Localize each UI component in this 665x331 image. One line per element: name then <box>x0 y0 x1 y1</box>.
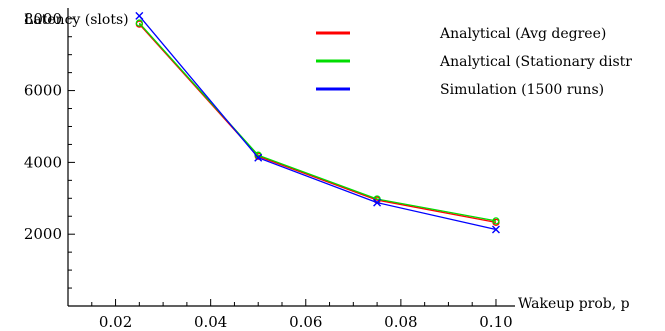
legend: Analytical (Avg degree) Analytical (Stat… <box>316 26 632 98</box>
series-line-0 <box>138 23 497 223</box>
x-tick-label: 0.02 <box>99 313 132 331</box>
legend-label-simulation: Simulation (1500 runs) <box>440 82 604 98</box>
y-axis-title: Latency (slots) <box>24 12 129 28</box>
series-line-2 <box>138 15 497 231</box>
y-ticks: 2000 4000 6000 8000 <box>24 10 75 289</box>
y-tick-label: 4000 <box>24 153 62 171</box>
data-point-x-marker <box>373 198 382 207</box>
data-point-circle-marker <box>135 19 143 27</box>
x-axis-title: Wakeup prob, p <box>518 296 630 312</box>
y-tick-label: 6000 <box>24 82 62 100</box>
y-tick-label: 8000 <box>24 10 62 28</box>
x-tick-label: 0.06 <box>289 313 322 331</box>
y-tick-label: 2000 <box>24 225 62 243</box>
legend-label-avg-degree: Analytical (Avg degree) <box>439 26 606 42</box>
legend-label-stationary-distr: Analytical (Stationary distr <box>439 54 632 70</box>
x-ticks: 0.02 0.04 0.06 0.08 0.10 <box>67 299 513 331</box>
series-line-1 <box>138 22 497 222</box>
data-point-x-marker <box>254 153 263 162</box>
x-tick-label: 0.08 <box>384 313 417 331</box>
data-point-x-marker <box>491 225 500 234</box>
series-group <box>135 11 500 234</box>
axes <box>67 8 515 307</box>
x-tick-label: 0.10 <box>479 313 512 331</box>
data-point-x-marker <box>135 11 144 20</box>
data-point-circle-marker <box>492 217 500 225</box>
x-tick-label: 0.04 <box>194 313 227 331</box>
